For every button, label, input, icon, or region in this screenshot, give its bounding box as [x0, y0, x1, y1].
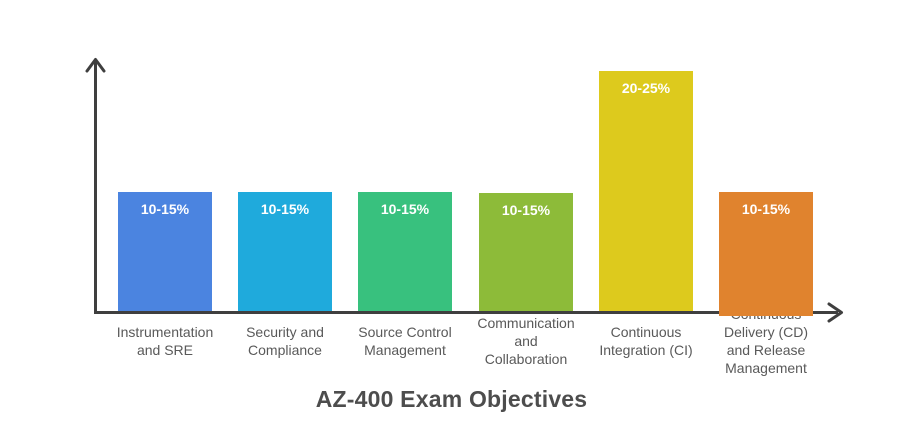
- category-label-line: Continuous: [610, 324, 682, 340]
- bar-5: 20-25%: [599, 71, 693, 311]
- category-label-line: Management: [364, 342, 446, 358]
- category-label-line: and SRE: [136, 342, 194, 358]
- category-label-line: Communication: [477, 315, 575, 331]
- category-label-line: Integration (CI): [599, 342, 693, 358]
- bar-value-label: 20-25%: [621, 80, 671, 96]
- category-label-line: Instrumentation: [116, 324, 214, 340]
- category-label-5: Continuous Integration (CI): [578, 323, 714, 359]
- bar-value-label: 10-15%: [140, 201, 190, 217]
- chart-title: AZ-400 Exam Objectives: [315, 386, 588, 412]
- bar-4: 10-15%: [479, 193, 573, 311]
- category-label-line: Compliance: [248, 342, 322, 358]
- category-label-4: Communication and Collaboration: [458, 314, 594, 368]
- category-label-line: Source Control: [358, 324, 452, 340]
- bar-3: 10-15%: [358, 192, 452, 311]
- x-axis-arrow-icon: [827, 302, 843, 323]
- category-label-line: Management: [725, 360, 807, 376]
- category-label-line: Security and: [246, 324, 324, 340]
- bar-value-label: 10-15%: [380, 201, 430, 217]
- category-label-line: and: [514, 333, 538, 349]
- y-axis-arrow-icon: [85, 58, 106, 73]
- category-label-line: and Release: [726, 342, 806, 358]
- category-label-1: Instrumentation and SRE: [97, 323, 233, 359]
- bar-1: 10-15%: [118, 192, 212, 311]
- category-label-3: Source Control Management: [337, 323, 473, 359]
- bar-6: 10-15%: [719, 192, 813, 316]
- bar-value-label: 10-15%: [501, 202, 551, 218]
- bar-value-label: 10-15%: [260, 201, 310, 217]
- bar-value-label: 10-15%: [741, 201, 791, 217]
- category-label-line: Collaboration: [484, 351, 568, 367]
- category-label-line: Delivery (CD): [724, 324, 808, 340]
- bar-2: 10-15%: [238, 192, 332, 311]
- category-label-2: Security and Compliance: [217, 323, 353, 359]
